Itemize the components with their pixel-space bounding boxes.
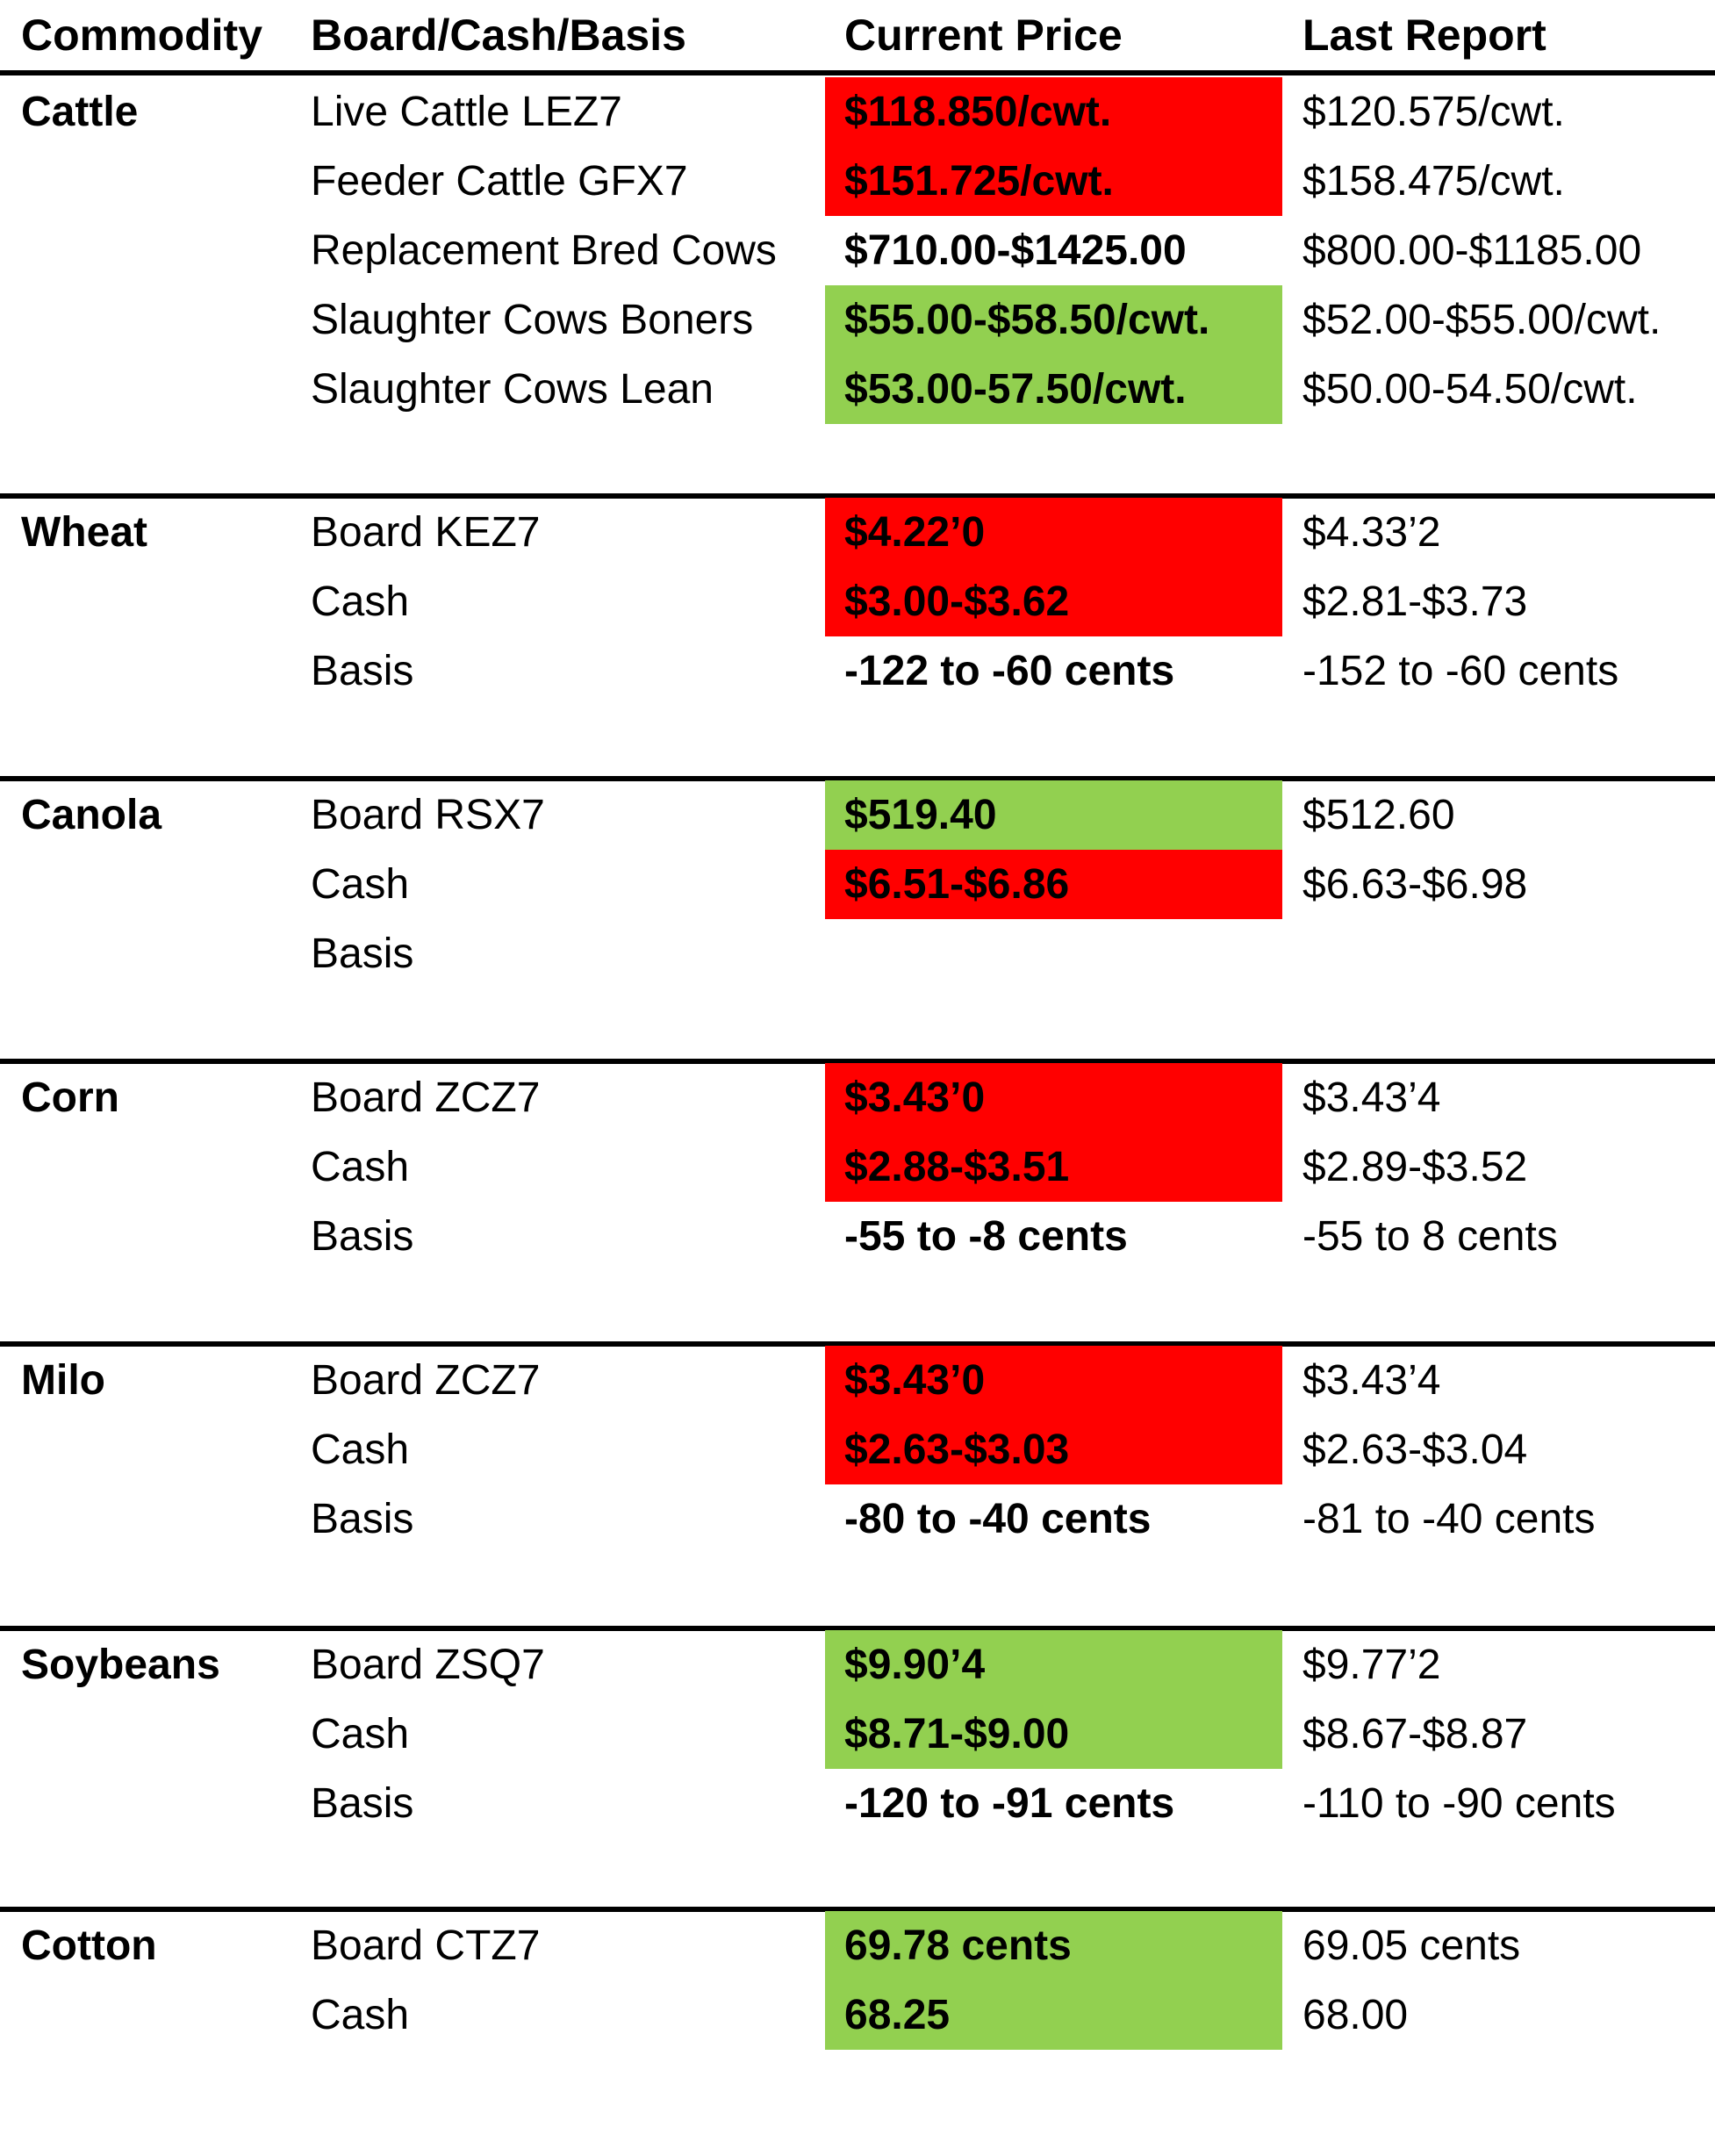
row-label: Live Cattle LEZ7 xyxy=(311,89,622,135)
row-label: Board KEZ7 xyxy=(311,509,541,556)
row-label: Basis xyxy=(311,648,414,694)
last-report-cell: $2.63-$3.04 xyxy=(1302,1427,1528,1473)
current-price-cell xyxy=(825,919,1282,988)
last-report-cell: -81 to -40 cents xyxy=(1302,1496,1596,1542)
section-divider xyxy=(0,1907,1715,1912)
header-board-cash-basis: Board/Cash/Basis xyxy=(311,11,686,60)
commodity-name: Cattle xyxy=(21,89,139,135)
current-price-cell: $519.40 xyxy=(825,780,1282,850)
row-label: Cash xyxy=(311,1711,410,1757)
current-price-cell: $2.88-$3.51 xyxy=(825,1132,1282,1202)
row-label: Board ZCZ7 xyxy=(311,1074,541,1121)
last-report-cell: $3.43’4 xyxy=(1302,1074,1441,1121)
commodity-name: Canola xyxy=(21,792,162,838)
last-report-cell: $8.67-$8.87 xyxy=(1302,1711,1528,1757)
row-label: Cash xyxy=(311,1992,410,2038)
row-label: Basis xyxy=(311,931,414,977)
commodity-name: Corn xyxy=(21,1074,119,1121)
row-label: Cash xyxy=(311,1144,410,1190)
current-price-cell: $6.51-$6.86 xyxy=(825,850,1282,919)
last-report-cell: $50.00-54.50/cwt. xyxy=(1302,366,1638,413)
row-label: Replacement Bred Cows xyxy=(311,227,777,274)
section-divider xyxy=(0,1626,1715,1631)
row-label: Cash xyxy=(311,579,410,625)
last-report-cell: -152 to -60 cents xyxy=(1302,648,1619,694)
current-price-cell: $2.63-$3.03 xyxy=(825,1415,1282,1484)
row-label: Basis xyxy=(311,1496,414,1542)
row-label: Basis xyxy=(311,1780,414,1827)
current-price-cell: $3.00-$3.62 xyxy=(825,567,1282,636)
last-report-cell: $9.77’2 xyxy=(1302,1642,1441,1688)
current-price-cell: $3.43’0 xyxy=(825,1346,1282,1415)
current-price-cell: $55.00-$58.50/cwt. xyxy=(825,285,1282,355)
last-report-cell: $6.63-$6.98 xyxy=(1302,861,1528,908)
current-price-cell: -120 to -91 cents xyxy=(844,1780,1175,1827)
row-label: Board RSX7 xyxy=(311,792,545,838)
commodity-name: Soybeans xyxy=(21,1642,220,1688)
row-label: Slaughter Cows Lean xyxy=(311,366,714,413)
section-divider xyxy=(0,776,1715,781)
last-report-cell: $3.43’4 xyxy=(1302,1357,1441,1404)
last-report-cell: $52.00-$55.00/cwt. xyxy=(1302,297,1661,343)
current-price-cell: -80 to -40 cents xyxy=(844,1496,1152,1542)
last-report-cell: $158.475/cwt. xyxy=(1302,158,1565,205)
header-commodity: Commodity xyxy=(21,11,262,60)
current-price-cell: $118.850/cwt. xyxy=(825,77,1282,147)
commodity-name: Wheat xyxy=(21,509,147,556)
current-price-cell: 68.25 xyxy=(825,1980,1282,2050)
last-report-cell: $4.33’2 xyxy=(1302,509,1441,556)
current-price-cell: 69.78 cents xyxy=(825,1911,1282,1980)
header-rule xyxy=(0,70,1715,75)
last-report-cell: $800.00-$1185.00 xyxy=(1302,227,1642,274)
current-price-cell: $9.90’4 xyxy=(825,1630,1282,1700)
commodity-name: Cotton xyxy=(21,1922,157,1969)
section-divider xyxy=(0,1059,1715,1064)
row-label: Board ZSQ7 xyxy=(311,1642,545,1688)
current-price-cell: $3.43’0 xyxy=(825,1063,1282,1132)
last-report-cell: $120.575/cwt. xyxy=(1302,89,1565,135)
current-price-cell: $8.71-$9.00 xyxy=(825,1700,1282,1769)
current-price-cell: $53.00-57.50/cwt. xyxy=(825,355,1282,424)
last-report-cell: $512.60 xyxy=(1302,792,1455,838)
current-price-cell: $710.00-$1425.00 xyxy=(844,227,1187,274)
row-label: Basis xyxy=(311,1213,414,1260)
row-label: Feeder Cattle GFX7 xyxy=(311,158,688,205)
header-last-report: Last Report xyxy=(1302,11,1546,60)
last-report-cell: 68.00 xyxy=(1302,1992,1409,2038)
row-label: Cash xyxy=(311,861,410,908)
current-price-cell: -122 to -60 cents xyxy=(844,648,1175,694)
last-report-cell: -110 to -90 cents xyxy=(1302,1780,1616,1827)
current-price-cell: $4.22’0 xyxy=(825,498,1282,567)
commodity-name: Milo xyxy=(21,1357,105,1404)
last-report-cell: $2.81-$3.73 xyxy=(1302,579,1528,625)
current-price-cell: $151.725/cwt. xyxy=(825,147,1282,216)
section-divider xyxy=(0,493,1715,499)
section-divider xyxy=(0,1341,1715,1347)
row-label: Board CTZ7 xyxy=(311,1922,541,1969)
row-label: Board ZCZ7 xyxy=(311,1357,541,1404)
last-report-cell: -55 to 8 cents xyxy=(1302,1213,1558,1260)
row-label: Cash xyxy=(311,1427,410,1473)
header-current-price: Current Price xyxy=(844,11,1123,60)
row-label: Slaughter Cows Boners xyxy=(311,297,754,343)
last-report-cell: $2.89-$3.52 xyxy=(1302,1144,1528,1190)
last-report-cell: 69.05 cents xyxy=(1302,1922,1521,1969)
current-price-cell: -55 to -8 cents xyxy=(844,1213,1128,1260)
